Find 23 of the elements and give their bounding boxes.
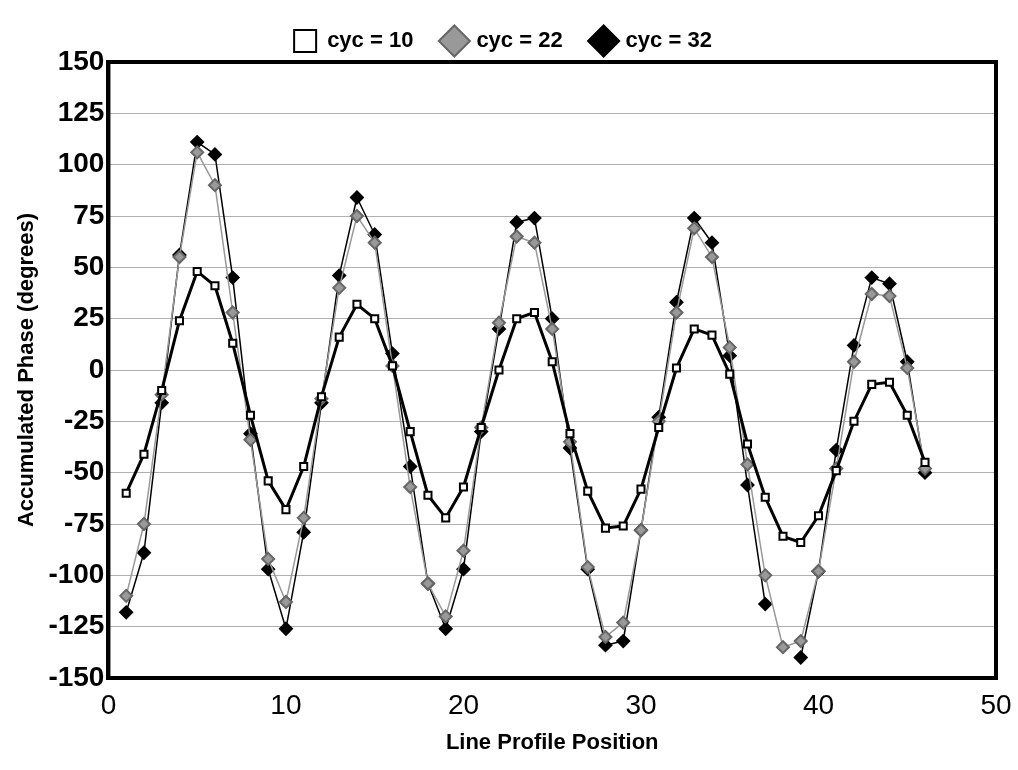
legend-label: cyc = 10 bbox=[327, 27, 414, 53]
x-tick-label: 30 bbox=[625, 688, 657, 720]
y-tick-label: -150 bbox=[48, 660, 105, 692]
y-tick-label: 0 bbox=[88, 352, 105, 384]
y-tick-label: -25 bbox=[63, 404, 105, 436]
y-tick-label: 75 bbox=[73, 198, 105, 230]
y-axis-title: Accumulated Phase (degrees) bbox=[13, 212, 39, 528]
x-tick-label: 50 bbox=[980, 688, 1012, 720]
y-tick-label: -100 bbox=[48, 558, 105, 590]
y-tick-label: 125 bbox=[57, 96, 105, 128]
y-tick-label: 100 bbox=[57, 147, 105, 179]
x-tick-label: 40 bbox=[802, 688, 835, 720]
y-tick-label: 25 bbox=[73, 301, 105, 333]
legend-label: cyc = 22 bbox=[476, 27, 563, 53]
y-tick-label: -50 bbox=[63, 455, 105, 487]
x-tick-label: 10 bbox=[270, 688, 302, 720]
y-tick-label: 150 bbox=[57, 44, 105, 76]
x-tick-label: 20 bbox=[447, 688, 480, 720]
y-tick-label: 50 bbox=[73, 250, 105, 282]
y-tick-label: -75 bbox=[63, 506, 105, 538]
y-tick-label: -125 bbox=[48, 609, 105, 641]
legend-label: cyc = 32 bbox=[625, 27, 712, 53]
x-axis-title: Line Profile Position bbox=[445, 728, 659, 754]
